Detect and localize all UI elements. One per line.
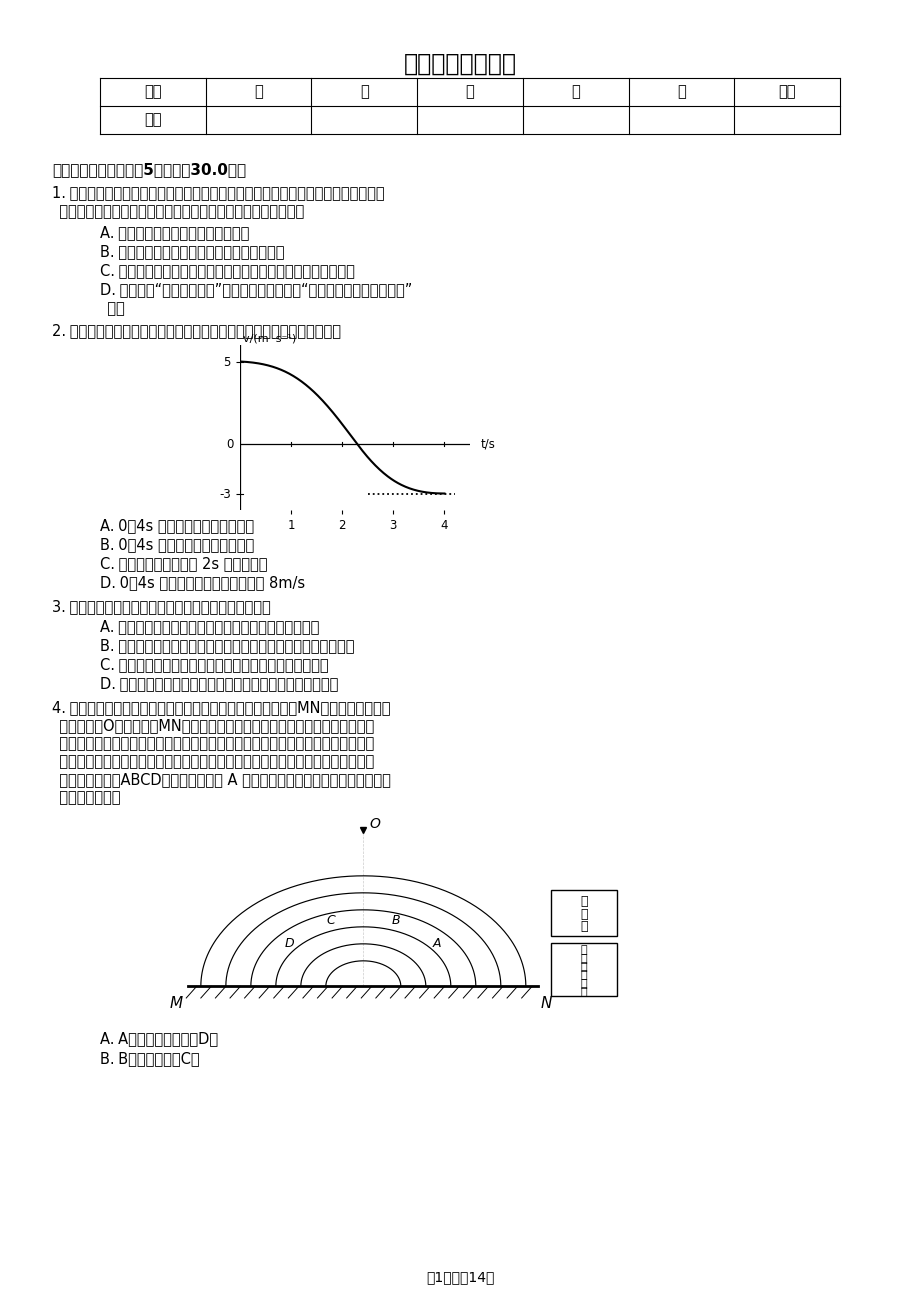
Text: 高: 高: [580, 945, 587, 956]
Text: 总分: 总分: [777, 85, 795, 99]
Text: 1. 在物理学发展的过程中，许多物理学家的科学研究推动了人类文明的进程．在对以: 1. 在物理学发展的过程中，许多物理学家的科学研究推动了人类文明的进程．在对以: [52, 185, 384, 201]
Text: 四: 四: [571, 85, 580, 99]
Text: D. 磁电式仪表中用来做线圈骨架的铝框能起电磁阻尼的作用: D. 磁电式仪表中用来做线圈骨架的铝框能起电磁阻尼的作用: [100, 676, 338, 691]
Text: B. 0～4s 内物体的速率一直在减小: B. 0～4s 内物体的速率一直在减小: [100, 536, 254, 552]
Text: C: C: [326, 914, 335, 927]
Text: 鼓: 鼓: [580, 894, 587, 907]
Text: 流: 流: [580, 970, 587, 980]
Text: v/(m ·s⁻¹): v/(m ·s⁻¹): [243, 333, 296, 344]
Text: O: O: [369, 816, 380, 831]
Text: B. 经过回旋加速器加速的带电粒子最大速度与加速电压大小有关: B. 经过回旋加速器加速的带电粒子最大速度与加速电压大小有关: [100, 638, 354, 654]
Text: 风: 风: [580, 907, 587, 921]
Text: 下几位物理学家所作科学贡献的叙述中，符合史实的是（　　）: 下几位物理学家所作科学贡献的叙述中，符合史实的是（ ）: [52, 204, 304, 219]
Text: D. 0～4s 内物体速度变化量的大小为 8m/s: D. 0～4s 内物体速度变化量的大小为 8m/s: [100, 575, 305, 590]
Text: 题号: 题号: [144, 85, 162, 99]
Text: N: N: [540, 996, 551, 1012]
Text: 3. 关于下列器材的原理和用途，叙述正确的是（　　）: 3. 关于下列器材的原理和用途，叙述正确的是（ ）: [52, 599, 270, 615]
Text: 机: 机: [580, 921, 587, 934]
Text: 一、单选题（本大题共5小题，共30.0分）: 一、单选题（本大题共5小题，共30.0分）: [52, 161, 246, 177]
Text: D. 牛顿应用“理想斜面实验”推翻了亚里士多德的“力是维持物体运动的原因”: D. 牛顿应用“理想斜面实验”推翻了亚里士多德的“力是维持物体运动的原因”: [100, 283, 412, 297]
Text: C. 真空冶炼炉的工作原理是通过线圈发热使炉内金属熳化: C. 真空冶炼炉的工作原理是通过线圈发热使炉内金属熳化: [100, 658, 328, 672]
Bar: [550, 943, 617, 996]
Text: 力的作用下会加速从中药材中分离出去，在鼓风机的作用下飞离电场区域从而加速: 力的作用下会加速从中药材中分离出去，在鼓风机的作用下飞离电场区域从而加速: [52, 754, 374, 769]
Text: C. 库仑总结并确认了真空中两个静止点电荷之间的相互作用规律: C. 库仑总结并确认了真空中两个静止点电荷之间的相互作用规律: [100, 263, 355, 279]
Text: 高考物理冲刺试卷: 高考物理冲刺试卷: [403, 52, 516, 76]
Text: 确的是（　　）: 确的是（ ）: [52, 790, 120, 805]
Text: 压: 压: [580, 953, 587, 963]
Text: 一: 一: [254, 85, 263, 99]
Text: 直: 直: [580, 962, 587, 973]
Text: 三: 三: [465, 85, 474, 99]
Text: C. 物体加速度的方向在 2s 时发生改变: C. 物体加速度的方向在 2s 时发生改变: [100, 556, 267, 572]
Text: 观点: 观点: [100, 301, 125, 316]
Text: A. 0～4s 内物体一定在做曲线运动: A. 0～4s 内物体一定在做曲线运动: [100, 518, 254, 533]
Text: 第1页，共14页: 第1页，共14页: [425, 1269, 494, 1284]
Text: A. 变压器既可以改变交流电压也可以改变稳恒直流电压: A. 变压器既可以改变交流电压也可以改变稳恒直流电压: [100, 618, 319, 634]
Text: 干燥．图中曲线ABCD是某一水分子从 A 处由静止开始的运动轨迹，下列说法正: 干燥．图中曲线ABCD是某一水分子从 A 处由静止开始的运动轨迹，下列说法正: [52, 772, 391, 786]
Text: t/s: t/s: [480, 437, 494, 450]
Text: 五: 五: [676, 85, 685, 99]
Text: 0: 0: [226, 437, 233, 450]
Text: M: M: [169, 996, 182, 1012]
Text: 4. 如图所示是高压电场干燥中药技术基本原理图，在大导体板MN上铺一薄层中药材: 4. 如图所示是高压电场干燥中药技术基本原理图，在大导体板MN上铺一薄层中药材: [52, 700, 390, 715]
Text: A: A: [433, 937, 441, 950]
Text: B. 汤姆生发现了电子，表明原子具有核式结构: B. 汤姆生发现了电子，表明原子具有核式结构: [100, 243, 284, 259]
Text: A. A处的电场强度大于D处: A. A处的电场强度大于D处: [100, 1031, 218, 1046]
Text: 源: 源: [580, 987, 587, 997]
Text: 二: 二: [359, 85, 369, 99]
Text: 极性分子，可以看成棒状带电体，一端带正电，另一端带等量负电，水分子在电场: 极性分子，可以看成棒状带电体，一端带正电，另一端带等量负电，水分子在电场: [52, 736, 374, 751]
Text: B: B: [391, 914, 400, 927]
Text: 电: 电: [580, 979, 587, 988]
Text: 2. 一物体运动的速度随时间变化的关系如图所示，根据图象可知（　　）: 2. 一物体运动的速度随时间变化的关系如图所示，根据图象可知（ ）: [52, 323, 341, 339]
Text: D: D: [284, 937, 294, 950]
Text: 得分: 得分: [144, 112, 162, 128]
Bar: [550, 889, 617, 936]
Text: B. B处的电势高于C处: B. B处的电势高于C处: [100, 1051, 199, 1066]
Text: A. 法拉第发现了电流周围存在着磁场: A. 法拉第发现了电流周围存在着磁场: [100, 225, 249, 240]
Text: ，针状电极O和平板电极MN接高压直流电源，其间产生较强的电场，水分子是: ，针状电极O和平板电极MN接高压直流电源，其间产生较强的电场，水分子是: [52, 717, 374, 733]
